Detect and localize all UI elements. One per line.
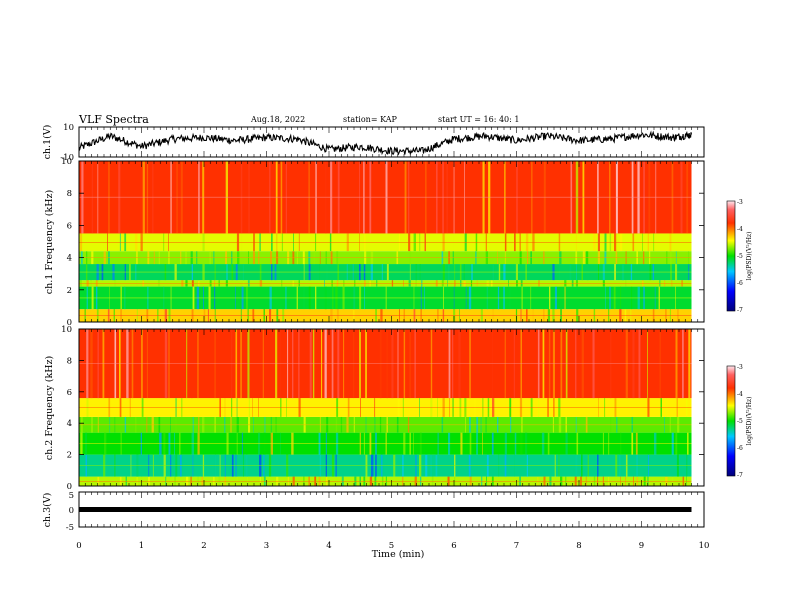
ch1-cb-tick-4: -6	[737, 280, 743, 287]
station-label: station= KAP	[343, 115, 398, 124]
ch1-cb-tick-2: -4	[737, 226, 743, 233]
ch2-spectrogram-image	[79, 329, 704, 486]
ch1-waveform-trace	[78, 130, 693, 156]
time-axis-ticks	[78, 127, 705, 527]
ch3-waveform-ylabel: ch.3(V)	[42, 493, 53, 528]
ch3-ytick-bottom: -5	[66, 523, 74, 533]
ch1-colorbar-scale	[726, 200, 736, 312]
x-tick-label: 9	[639, 541, 644, 551]
x-tick-label: 2	[201, 541, 206, 551]
ch1-colorbar: -3 -4 -5 -6 -7 log(PSD)(V²/Hz)	[726, 199, 753, 314]
x-tick-label: 0	[76, 541, 81, 551]
ch3-ytick-mid: 0	[69, 506, 74, 516]
x-tick-label: 1	[139, 541, 144, 551]
ch2-spectrogram-panel: 0 2 4 6 8 10 ch.2 Frequency (kHz)	[44, 325, 705, 492]
ch1-spectrogram-ylabel: ch.1 Frequency (kHz)	[44, 190, 55, 294]
ch2-cb-tick-2: -4	[737, 391, 743, 398]
ch1-spectrogram-ytick-label: 10	[61, 157, 72, 167]
ch1-spectrogram-ytick-label: 0	[67, 318, 72, 328]
ch2-cb-tick-5: -7	[737, 472, 743, 479]
ch2-colorbar-scale	[726, 365, 736, 477]
ch1-waveform-line	[78, 130, 693, 156]
ch2-spectrogram-ylabel: ch.2 Frequency (kHz)	[44, 356, 55, 460]
ch2-cb-tick-3: -5	[737, 418, 743, 425]
ch2-colorbar: -3 -4 -5 -6 -7 log(PSD)(V²/Hz)	[726, 364, 753, 479]
ch2-spectrogram-ytick-label: 2	[67, 451, 72, 461]
date-label: Aug.18, 2022	[250, 115, 305, 124]
ch1-cb-tick-5: -7	[737, 307, 743, 314]
ch2-cb-tick-1: -3	[737, 364, 743, 371]
time-axis-label: Time (min)	[372, 549, 425, 560]
start-time-label: start UT = 16: 40: 1	[438, 115, 519, 124]
ch2-cb-tick-4: -6	[737, 445, 743, 452]
ch1-spectrogram-ytick-label: 4	[67, 254, 72, 264]
ch1-spectrogram-ytick-label: 2	[67, 286, 72, 296]
ch3-ytick-top: 5	[69, 491, 74, 501]
x-tick-label: 4	[326, 541, 331, 551]
x-tick-label: 10	[699, 541, 710, 551]
ch2-spectrogram-ytick-label: 0	[67, 482, 72, 492]
ch1-cb-tick-3: -5	[737, 253, 743, 260]
ch2-spectrogram-ytick-label: 6	[67, 388, 72, 398]
x-tick-label: 8	[576, 541, 581, 551]
ch1-spectrogram-ytick-label: 6	[67, 221, 72, 231]
x-tick-label: 3	[264, 541, 269, 551]
x-tick-label: 5	[389, 541, 394, 551]
ch2-spectrogram-yticks: 0 2 4 6 8 10	[61, 325, 704, 492]
figure-title: VLF Spectra	[78, 113, 149, 126]
time-axis-labels: 0 1 2 3 4 5 6 7 8 9 10	[76, 541, 709, 551]
ch1-spectrogram-image	[79, 161, 704, 322]
ch2-spectrogram-ytick-label: 8	[67, 356, 72, 366]
ch1-waveform-ylabel: ch.1(V)	[42, 125, 53, 160]
ch2-spectrogram-ytick-label: 10	[61, 325, 72, 335]
ch1-cb-tick-1: -3	[737, 199, 743, 206]
ch1-ytick-bottom: -10	[60, 153, 74, 163]
ch1-spectrogram-panel: 0 2 4 6 8 10 ch.1 Frequency (kHz)	[44, 157, 705, 328]
ch1-colorbar-label: log(PSD)(V²/Hz)	[746, 232, 753, 281]
ch1-spectrogram-yticks: 0 2 4 6 8 10	[61, 157, 704, 328]
ch1-ytick-top: 10	[63, 123, 74, 133]
ch2-spectrogram-ytick-label: 4	[67, 419, 72, 429]
ch2-colorbar-label: log(PSD)(V²/Hz)	[746, 397, 753, 446]
ch1-spectrogram-ytick-label: 8	[67, 189, 72, 199]
x-tick-label: 7	[514, 541, 519, 551]
x-tick-label: 6	[451, 541, 456, 551]
